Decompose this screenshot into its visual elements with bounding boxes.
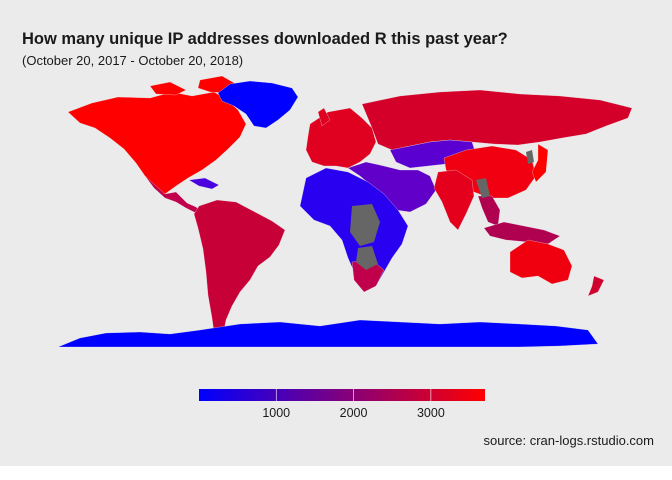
chart-subtitle: (October 20, 2017 - October 20, 2018) (22, 53, 244, 68)
region-no-data (356, 246, 378, 270)
source-caption: source: cran-logs.rstudio.com (483, 433, 654, 448)
region-new-zealand (587, 275, 605, 297)
region-india (433, 169, 475, 231)
region-north-america (67, 91, 247, 195)
region-russia (361, 89, 633, 151)
region-no-data (350, 204, 380, 246)
legend-tick-label: 3000 (417, 406, 445, 420)
region-japan (531, 143, 549, 183)
region-greenland (217, 80, 299, 129)
region-caribbean (188, 177, 220, 190)
region-europe (317, 107, 331, 127)
region-southeast-asia (477, 195, 501, 227)
region-antarctica (57, 319, 599, 348)
chart-title: How many unique IP addresses downloaded … (22, 30, 508, 48)
region-south-america (193, 199, 286, 341)
legend-colorbar (199, 389, 485, 401)
legend-tick-label: 1000 (262, 406, 290, 420)
legend-tick-label: 2000 (340, 406, 368, 420)
region-southeast-asia (483, 221, 561, 245)
color-legend: 1000 2000 3000 (199, 389, 485, 420)
region-europe (305, 107, 377, 169)
region-australia (509, 239, 573, 285)
region-north-america (149, 81, 187, 96)
region-no-data (526, 150, 534, 164)
region-no-data (476, 178, 490, 198)
